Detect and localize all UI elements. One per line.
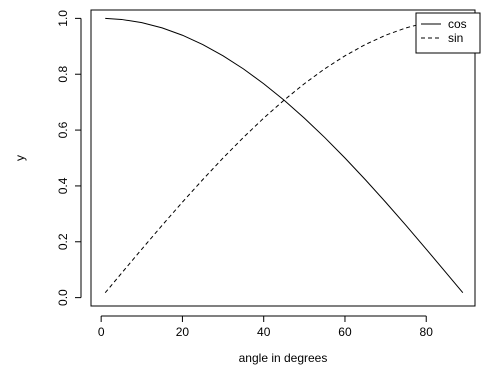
x-tick-label: 20 <box>176 325 190 339</box>
y-tick-label: 0.4 <box>56 177 70 194</box>
series-cos-line <box>105 17 464 294</box>
x-tick-label: 60 <box>338 325 352 339</box>
y-tick-label: 0.0 <box>56 289 70 306</box>
plot-frame <box>90 9 476 307</box>
x-tick-label: 0 <box>98 325 105 339</box>
legend-label-sin: sin <box>448 31 463 45</box>
y-tick-label: 0.8 <box>56 66 70 83</box>
y-axis-label: y <box>13 155 27 161</box>
x-axis-label: angle in degrees <box>239 351 328 365</box>
legend-label-cos: cos <box>448 17 467 31</box>
y-tick-label: 1.0 <box>56 10 70 27</box>
series-layer <box>104 17 464 294</box>
x-tick-label: 80 <box>420 325 434 339</box>
y-tick-label: 0.6 <box>56 121 70 138</box>
series-sin-line <box>104 17 463 294</box>
axes: 0 20 40 60 80 0.0 0.2 0.4 0.6 0.8 1.0 <box>56 10 433 339</box>
y-tick-label: 0.2 <box>56 233 70 250</box>
legend-box <box>415 12 481 54</box>
x-tick-label: 40 <box>257 325 271 339</box>
